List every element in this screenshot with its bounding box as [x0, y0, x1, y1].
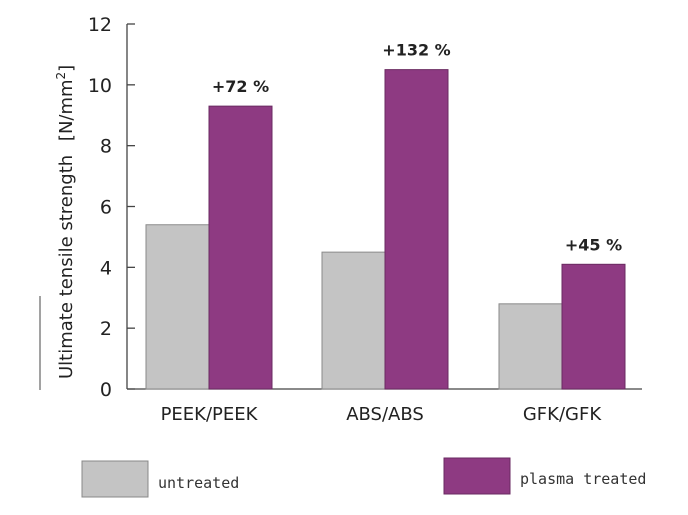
y-tick-label: 2 [100, 318, 112, 340]
bars [145, 69, 626, 390]
bar-untreated-gfk-gfk [498, 303, 563, 390]
y-ticks: 0 2 4 6 8 10 12 [88, 14, 135, 401]
y-axis-label-unit: [N/mm [56, 79, 77, 141]
category-label: GFK/GFK [523, 404, 602, 425]
y-axis-label-close: ] [56, 65, 77, 72]
bar-plasma-treated-peek-peek [208, 105, 273, 390]
increase-annotation: +45 % [565, 235, 622, 254]
y-tick-label: 6 [100, 197, 112, 219]
bar-untreated-peek-peek [145, 224, 210, 390]
bar-plasma-treated-abs-abs [384, 69, 449, 390]
y-tick-label: 4 [100, 257, 112, 279]
y-tick-label: 10 [88, 75, 112, 97]
increase-annotation: +132 % [382, 41, 450, 60]
y-tick-label: 8 [100, 136, 112, 158]
y-axis-label: Ultimate tensile strength [N/mm2] [54, 65, 77, 379]
y-tick-label: 12 [88, 14, 112, 36]
legend-swatch-untreated [81, 460, 149, 498]
category-label: ABS/ABS [346, 404, 424, 425]
annotations: +72 % +132 % +45 % [212, 41, 622, 255]
category-label: PEEK/PEEK [161, 404, 259, 425]
legend: untreated plasma treated [81, 457, 646, 498]
y-axis-label-main: Ultimate tensile strength [56, 155, 77, 379]
bar-untreated-abs-abs [321, 251, 386, 390]
increase-annotation: +72 % [212, 77, 269, 96]
legend-swatch-plasma-treated [443, 457, 511, 495]
bar-plasma-treated-gfk-gfk [561, 263, 626, 390]
legend-label-plasma-treated: plasma treated [520, 470, 646, 488]
y-tick-label: 0 [100, 379, 112, 401]
legend-label-untreated: untreated [158, 474, 239, 492]
y-axis-label-sup: 2 [54, 72, 68, 80]
category-labels: PEEK/PEEK ABS/ABS GFK/GFK [161, 404, 603, 425]
